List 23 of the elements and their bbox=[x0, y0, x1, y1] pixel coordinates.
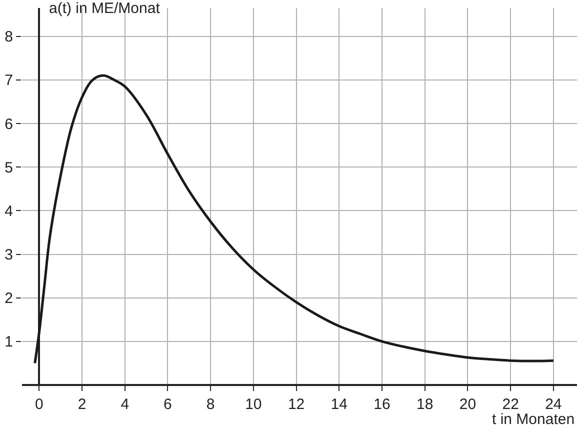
x-tick-label: 10 bbox=[245, 396, 262, 413]
x-tick-label: 14 bbox=[330, 396, 348, 413]
x-tick-label: 8 bbox=[206, 396, 215, 413]
x-tick-label: 12 bbox=[288, 396, 305, 413]
y-tick-label: 6 bbox=[4, 116, 13, 133]
x-tick-label: 0 bbox=[34, 396, 44, 413]
y-tick-label: 4 bbox=[4, 202, 13, 220]
x-tick-label: 20 bbox=[459, 396, 476, 413]
y-tick-label: 3 bbox=[4, 246, 13, 264]
x-tick-label: 18 bbox=[416, 396, 434, 413]
y-axis-title: a(t) in ME/Monat bbox=[49, 0, 161, 17]
y-tick-label: 5 bbox=[4, 159, 13, 176]
y-tick-label: 1 bbox=[4, 334, 13, 351]
x-tick-label: 16 bbox=[374, 396, 390, 413]
x-tick-label: 2 bbox=[78, 396, 86, 413]
x-tick-label: 24 bbox=[545, 396, 562, 413]
x-axis-title: t in Monaten bbox=[492, 411, 575, 428]
y-tick-label: 7 bbox=[4, 72, 13, 90]
x-tick-label: 6 bbox=[164, 396, 172, 413]
x-tick-label: 4 bbox=[120, 396, 130, 413]
x-tick-label: 22 bbox=[502, 396, 519, 413]
y-tick-label: 2 bbox=[4, 290, 13, 308]
y-tick-label: 8 bbox=[4, 28, 13, 46]
